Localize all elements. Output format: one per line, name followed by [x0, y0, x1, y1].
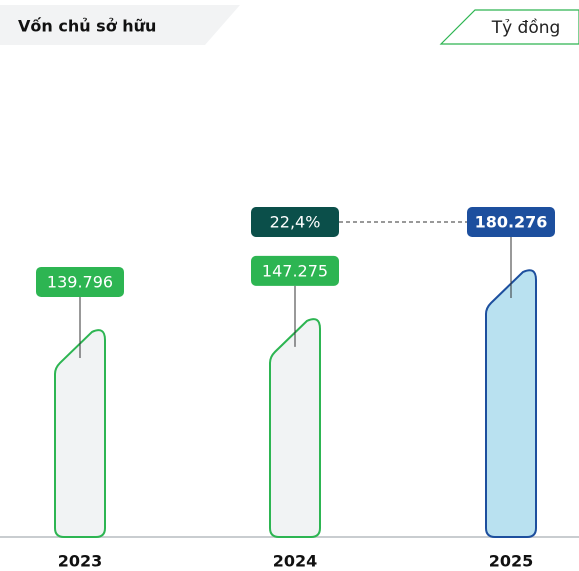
value-label: 180.276	[475, 213, 548, 232]
title-tab	[0, 5, 240, 45]
value-label-box	[467, 207, 555, 237]
bar	[54, 329, 106, 538]
value-label-box	[251, 255, 339, 286]
annotation-box	[251, 207, 339, 237]
bar	[269, 318, 321, 538]
value-label: 147.275	[262, 261, 328, 280]
chart-title: Vốn chủ sở hữu	[18, 17, 156, 36]
value-label-box	[36, 266, 124, 297]
unit-label: Tỷ đồng	[491, 17, 561, 38]
annotation: 22,4%	[270, 213, 321, 232]
bar	[485, 269, 537, 538]
x-tick-label: 2023	[58, 552, 103, 571]
unit-tab	[439, 9, 579, 45]
value-label: 139.796	[47, 272, 113, 291]
x-tick-label: 2024	[273, 552, 318, 571]
x-tick-label: 2025	[489, 552, 534, 571]
